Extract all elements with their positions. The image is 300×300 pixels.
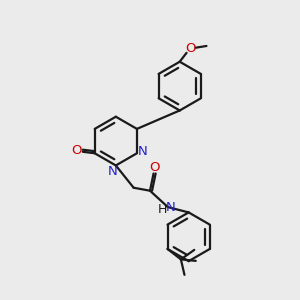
Text: O: O — [185, 42, 195, 55]
Text: N: N — [108, 165, 118, 178]
Text: H: H — [158, 203, 167, 216]
Text: N: N — [166, 201, 176, 214]
Text: O: O — [71, 144, 82, 158]
Text: N: N — [138, 145, 148, 158]
Text: O: O — [149, 161, 160, 174]
